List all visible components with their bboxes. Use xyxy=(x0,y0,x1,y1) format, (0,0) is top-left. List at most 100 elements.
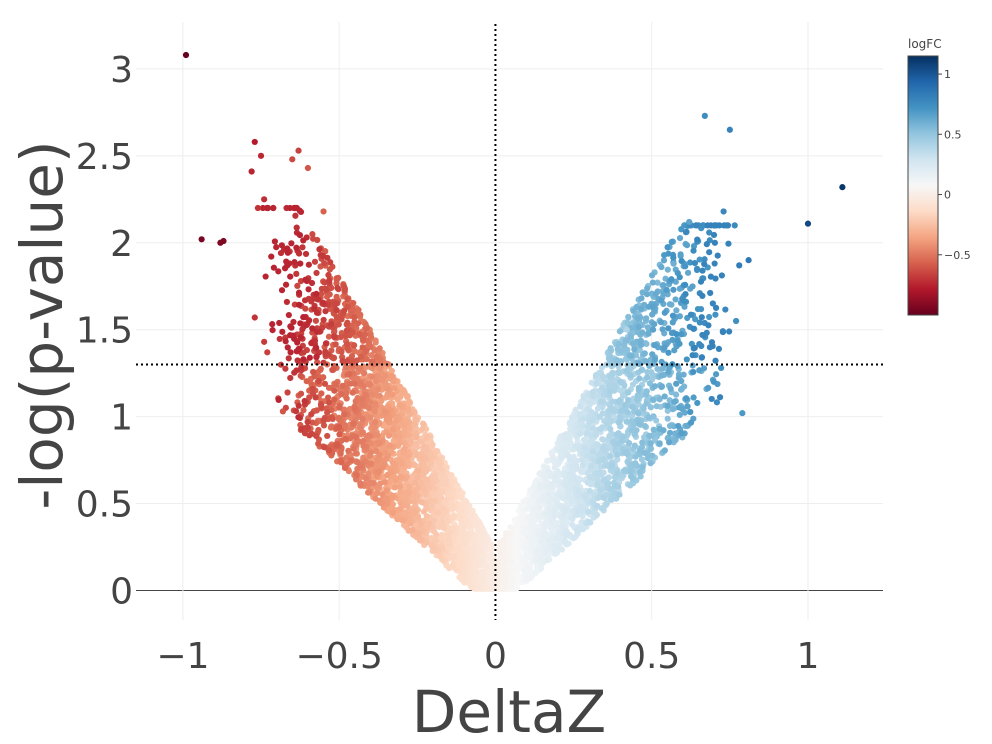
scatter-point xyxy=(448,502,455,509)
scatter-point xyxy=(689,283,696,290)
scatter-point xyxy=(401,439,408,446)
scatter-point xyxy=(296,207,303,214)
scatter-point xyxy=(419,459,426,466)
scatter-point xyxy=(371,400,379,407)
scatter-point xyxy=(615,430,622,437)
scatter-point xyxy=(470,539,477,546)
scatter-point xyxy=(399,460,406,467)
scatter-point xyxy=(398,473,405,480)
scatter-point xyxy=(684,403,691,410)
scatter-point xyxy=(638,341,645,348)
scatter-point xyxy=(561,510,568,517)
scatter-point xyxy=(357,311,364,318)
scatter-point xyxy=(718,272,725,279)
scatter-point xyxy=(438,531,446,539)
scatter-point xyxy=(666,301,673,308)
scatter-point xyxy=(631,346,638,353)
scatter-point xyxy=(561,538,569,545)
scatter-point xyxy=(588,379,595,386)
scatter-point xyxy=(682,263,689,270)
scatter-point xyxy=(664,407,671,414)
scatter-point xyxy=(672,436,679,444)
scatter-point xyxy=(388,391,396,398)
scatter-point xyxy=(716,394,724,401)
scatter-point xyxy=(669,319,676,326)
scatter-point xyxy=(414,467,421,474)
scatter-point xyxy=(431,517,438,524)
scatter-point xyxy=(439,505,446,512)
scatter-point xyxy=(325,399,332,406)
scatter-point xyxy=(551,507,558,514)
scatter-point xyxy=(372,337,379,344)
scatter-point xyxy=(658,372,665,379)
scatter-point xyxy=(389,459,397,467)
y-tick-labels: 00.511.522.53 xyxy=(76,50,133,613)
scatter-point xyxy=(423,539,430,546)
scatter-point xyxy=(710,378,717,385)
scatter-point xyxy=(341,285,349,292)
scatter-point xyxy=(666,397,673,404)
scatter-point xyxy=(712,304,720,312)
scatter-point xyxy=(318,290,325,298)
scatter-point xyxy=(359,401,366,408)
scatter-point xyxy=(566,420,573,427)
scatter-point xyxy=(682,229,690,236)
scatter-point xyxy=(643,400,650,407)
scatter-point xyxy=(332,341,339,348)
scatter-point xyxy=(554,469,561,476)
scatter-point xyxy=(711,260,718,267)
highlighted-point xyxy=(736,262,743,269)
scatter-point xyxy=(282,365,289,372)
scatter-point xyxy=(690,368,697,376)
scatter-point xyxy=(305,261,312,268)
scatter-point xyxy=(326,277,333,284)
scatter-point xyxy=(396,506,403,513)
scatter-points xyxy=(182,51,846,592)
colorbar-ticks: 10.50−0.5 xyxy=(938,68,971,262)
scatter-point xyxy=(677,252,684,260)
scatter-point xyxy=(331,387,338,394)
scatter-point xyxy=(714,252,721,259)
scatter-point xyxy=(317,251,324,259)
scatter-point xyxy=(406,483,413,490)
scatter-point xyxy=(520,498,527,505)
scatter-point xyxy=(538,565,545,572)
scatter-point xyxy=(457,506,464,514)
scatter-point xyxy=(593,380,600,387)
scatter-point xyxy=(287,374,294,382)
scatter-point xyxy=(404,502,411,510)
scatter-point xyxy=(360,336,367,343)
scatter-point xyxy=(616,419,623,426)
scatter-point xyxy=(543,530,550,538)
scatter-point xyxy=(684,269,692,276)
x-tick-label: −1 xyxy=(156,636,209,677)
scatter-point xyxy=(531,505,538,512)
scatter-point xyxy=(313,328,321,335)
scatter-point xyxy=(661,344,668,351)
scatter-point xyxy=(376,345,383,352)
scatter-point xyxy=(658,383,665,390)
scatter-point xyxy=(558,454,565,462)
scatter-point xyxy=(625,313,632,321)
scatter-point xyxy=(649,279,656,286)
highlighted-point xyxy=(739,410,746,417)
scatter-point xyxy=(457,513,464,520)
scatter-point xyxy=(401,445,408,453)
scatter-point xyxy=(279,328,286,335)
scatter-point xyxy=(278,242,285,249)
scatter-point xyxy=(384,471,391,479)
y-tick-label: 0 xyxy=(110,571,133,612)
scatter-point xyxy=(287,349,294,356)
scatter-point xyxy=(653,403,660,410)
scatter-point xyxy=(556,502,563,509)
scatter-point xyxy=(607,345,614,352)
scatter-point xyxy=(414,474,421,481)
scatter-point xyxy=(321,380,329,387)
highlighted-point xyxy=(264,349,271,356)
highlighted-point xyxy=(289,156,296,163)
scatter-point xyxy=(552,497,559,504)
scatter-point xyxy=(384,500,391,507)
scatter-point xyxy=(392,477,399,484)
scatter-point xyxy=(670,254,677,261)
scatter-point xyxy=(360,443,367,450)
